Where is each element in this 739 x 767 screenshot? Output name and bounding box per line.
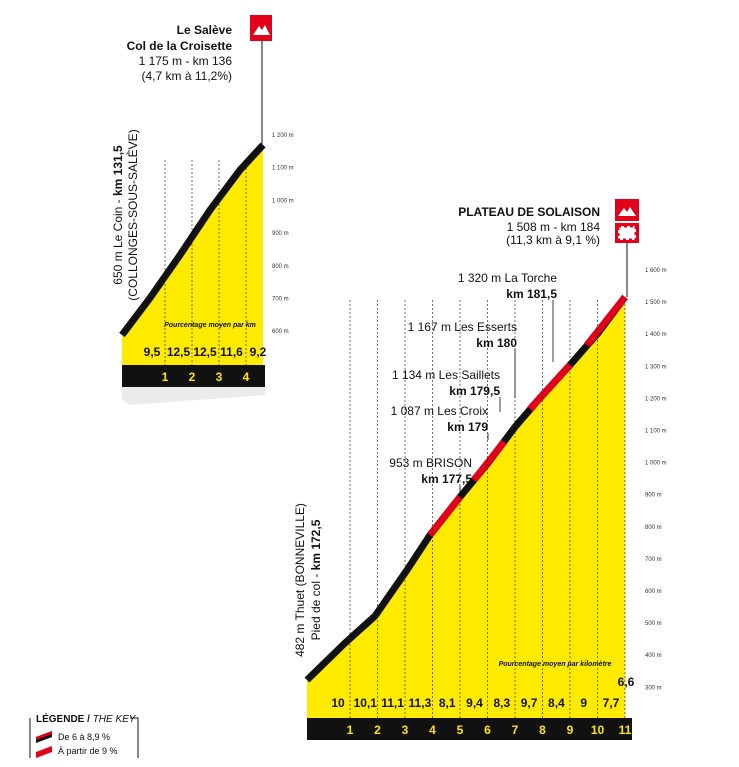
km-number: 2 bbox=[374, 723, 381, 737]
altitude-label: 800 m bbox=[272, 264, 289, 270]
km-number: 8 bbox=[539, 723, 546, 737]
start-label: 650 m Le Coin - km 131,5 bbox=[111, 145, 125, 285]
start-place: (COLLONGES-SOUS-SALÈVE) bbox=[125, 129, 140, 300]
km-number: 4 bbox=[429, 723, 436, 737]
km-number: 10 bbox=[591, 723, 605, 737]
km-number: 1 bbox=[347, 723, 354, 737]
waypoint-km: km 179 bbox=[447, 420, 488, 434]
km-number: 1 bbox=[162, 370, 169, 384]
legend-icon bbox=[36, 746, 52, 758]
legend-frame bbox=[29, 717, 139, 758]
start-km: Pied de col - km 172,5 bbox=[309, 519, 323, 640]
col-name: Col de la Croisette bbox=[127, 39, 233, 53]
summit-info: 1 508 m - km 184 bbox=[507, 220, 601, 234]
gradient: 11,6 bbox=[220, 345, 243, 359]
gradient: 11,3 bbox=[409, 696, 432, 710]
steep-sections bbox=[427, 294, 628, 538]
profile-fill bbox=[122, 145, 263, 365]
profile-line bbox=[119, 142, 266, 338]
km-number: 5 bbox=[457, 723, 464, 737]
checker bbox=[616, 224, 638, 242]
climb-name: PLATEAU DE SOLAISON bbox=[458, 205, 600, 219]
gradient: 12,5 bbox=[193, 345, 217, 359]
waypoint-km: km 180 bbox=[476, 336, 517, 350]
waypoint-km: km 177,5 bbox=[421, 472, 472, 486]
km-band bbox=[307, 718, 632, 740]
gradient: 8,3 bbox=[493, 696, 510, 710]
flag bbox=[250, 15, 272, 41]
mountain-icon bbox=[253, 25, 270, 35]
avg-note: Pourcentage moyen par kilomètre bbox=[499, 661, 612, 668]
gradient: 9,5 bbox=[144, 345, 161, 359]
gradient: 12,5 bbox=[167, 345, 191, 359]
gradient: 10,1 bbox=[354, 696, 378, 710]
mountain-icon bbox=[618, 207, 636, 216]
km-band bbox=[122, 365, 265, 387]
avg-note: Pourcentage moyen par km bbox=[164, 322, 256, 329]
km-number: 2 bbox=[189, 370, 196, 384]
altitude-label: 1 100 m bbox=[272, 166, 294, 172]
altitude-label: 1 000 m bbox=[272, 198, 294, 204]
km-number: 7 bbox=[512, 723, 519, 737]
gradient: 9,2 bbox=[250, 345, 267, 359]
altitude-label: 1 000 m bbox=[645, 461, 667, 467]
altitude-label: 800 m bbox=[645, 525, 662, 531]
waypoint-name: 1 320 m La Torche bbox=[458, 271, 558, 285]
waypoint-name: 1 087 m Les Croix bbox=[391, 404, 488, 418]
altitude-label: 900 m bbox=[645, 493, 662, 499]
altitude-label: 1 200 m bbox=[272, 133, 294, 139]
gradient: 9,7 bbox=[521, 696, 538, 710]
waypoint-name: 1 134 m Les Saillets bbox=[392, 368, 500, 382]
altitude-label: 600 m bbox=[272, 329, 289, 335]
legend-title: LÉGENDE / THE KEY bbox=[36, 712, 137, 725]
altitude-label: 1 200 m bbox=[645, 396, 667, 402]
profile-fill bbox=[307, 297, 625, 718]
km-number: 6 bbox=[484, 723, 491, 737]
gradient: 6,6 bbox=[618, 675, 635, 689]
altitude-label: 600 m bbox=[645, 589, 662, 595]
altitude-label: 400 m bbox=[645, 653, 662, 659]
waypoint-name: 953 m BRISON bbox=[389, 456, 472, 470]
altitude-label: 500 m bbox=[645, 621, 662, 627]
legend-item: À partir de 9 % bbox=[58, 746, 118, 756]
altitude-label: 900 m bbox=[272, 231, 289, 237]
legend-icon bbox=[36, 731, 52, 740]
gradient: 9 bbox=[580, 696, 587, 710]
altitude-label: 300 m bbox=[645, 685, 662, 691]
gradient: 8,1 bbox=[439, 696, 456, 710]
waypoint-km: km 179,5 bbox=[449, 384, 500, 398]
altitude-label: 1 100 m bbox=[645, 429, 667, 435]
altitude-label: 1 400 m bbox=[645, 332, 667, 338]
km-number: 3 bbox=[216, 370, 223, 384]
km-number: 4 bbox=[243, 370, 250, 384]
legend-item: De 6 à 8,9 % bbox=[58, 732, 110, 742]
waypoint-name: 1 167 m Les Esserts bbox=[408, 320, 517, 334]
altitude-label: 700 m bbox=[645, 557, 662, 563]
climb-stats: (11,3 km à 9,1 %) bbox=[506, 233, 600, 247]
climb-name: Le Salève bbox=[177, 23, 233, 37]
altitude-label: 1 600 m bbox=[645, 268, 667, 274]
gradient: 8,4 bbox=[548, 696, 565, 710]
flag bbox=[615, 199, 639, 221]
altitude-label: 1 300 m bbox=[645, 364, 667, 370]
summit-info: 1 175 m - km 136 bbox=[139, 54, 233, 68]
gradient: 9,4 bbox=[466, 696, 483, 710]
altitude-label: 700 m bbox=[272, 297, 289, 303]
climb-stats: (4,7 km à 11,2%) bbox=[142, 69, 232, 83]
gradient: 7,7 bbox=[603, 696, 620, 710]
altitude-label: 1 500 m bbox=[645, 300, 667, 306]
shadow bbox=[122, 387, 265, 405]
gradient: 11,1 bbox=[381, 696, 404, 710]
km-number: 11 bbox=[619, 723, 632, 737]
gradient: 10 bbox=[331, 696, 345, 710]
km-number: 3 bbox=[402, 723, 409, 737]
start-label: 482 m Thuet (BONNEVILLE) bbox=[293, 503, 307, 657]
km-number: 9 bbox=[567, 723, 574, 737]
waypoint-km: km 181,5 bbox=[506, 287, 557, 301]
